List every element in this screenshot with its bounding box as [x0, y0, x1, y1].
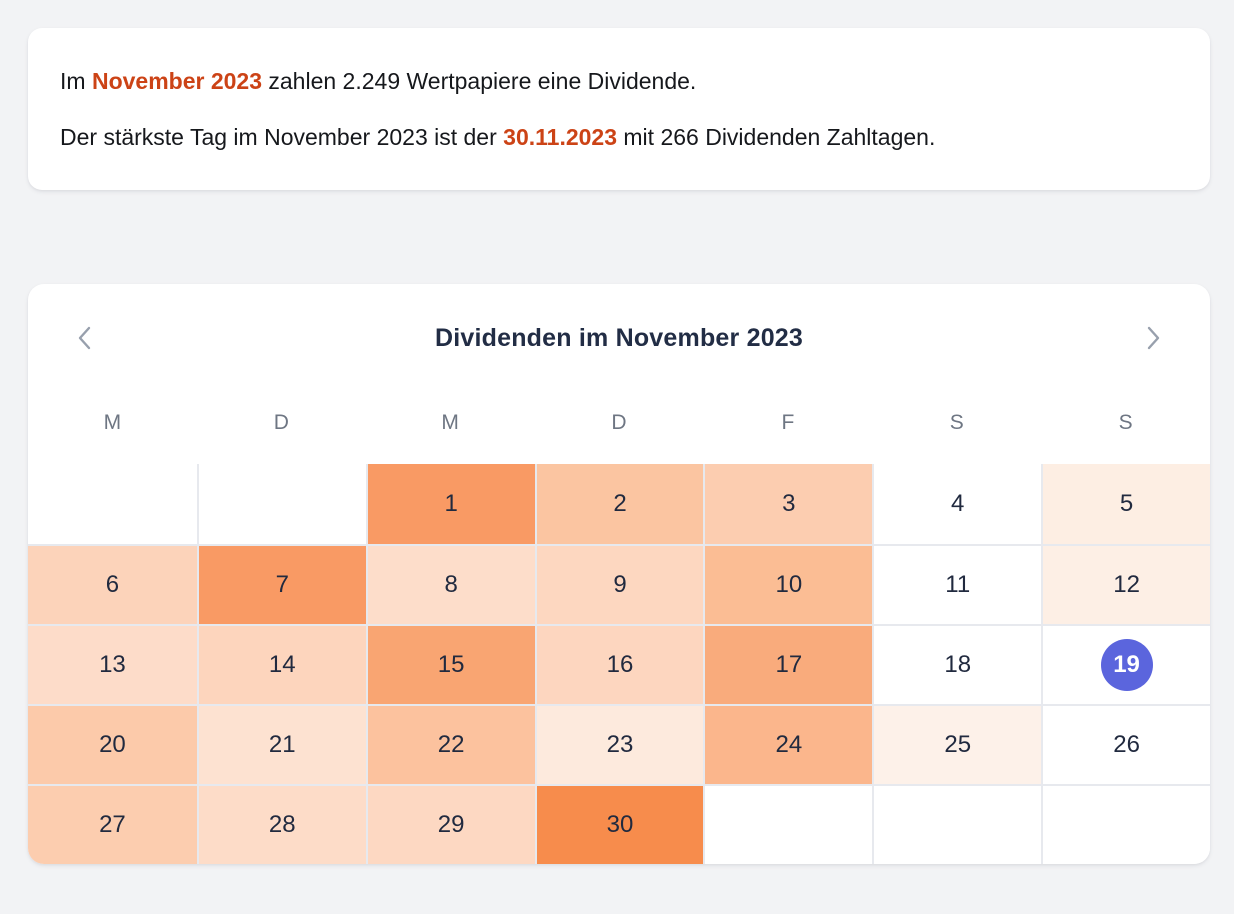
day-cell-2[interactable]: 2	[534, 464, 704, 544]
day-cell-18[interactable]: 18	[872, 624, 1042, 704]
summary-line-2-prefix: Der stärkste Tag im November 2023 ist de…	[60, 124, 504, 150]
day-cell-27[interactable]: 27	[28, 784, 197, 864]
today-badge: 19	[1100, 639, 1153, 691]
day-cell-10[interactable]: 10	[703, 544, 873, 624]
day-cell-7[interactable]: 7	[196, 544, 366, 624]
day-cell-8[interactable]: 8	[365, 544, 535, 624]
summary-line-2: Der stärkste Tag im November 2023 ist de…	[60, 120, 1178, 154]
weekday-label: M	[103, 411, 122, 434]
empty-day-cell	[872, 784, 1042, 864]
day-cell-17[interactable]: 17	[703, 624, 873, 704]
empty-day-cell	[28, 464, 197, 544]
day-cell-28[interactable]: 28	[196, 784, 366, 864]
calendar-title: Dividenden im November 2023	[434, 323, 804, 352]
chevron-left-icon	[72, 323, 98, 353]
day-cell-11[interactable]: 11	[872, 544, 1042, 624]
weekday-label: D	[611, 411, 627, 434]
day-cell-20[interactable]: 20	[28, 704, 197, 784]
weekday-label: F	[781, 411, 795, 434]
chevron-right-icon	[1140, 323, 1166, 353]
day-cell-22[interactable]: 22	[365, 704, 535, 784]
day-cell-5[interactable]: 5	[1041, 464, 1210, 544]
day-cell-30[interactable]: 30	[534, 784, 704, 864]
day-cell-12[interactable]: 12	[1041, 544, 1210, 624]
day-cell-4[interactable]: 4	[872, 464, 1042, 544]
day-cell-15[interactable]: 15	[365, 624, 535, 704]
summary-line-1-suffix: zahlen 2.249 Wertpapiere eine Dividende.	[262, 68, 697, 94]
day-cell-14[interactable]: 14	[196, 624, 366, 704]
summary-line-2-highlight-date: 30.11.2023	[503, 124, 617, 150]
empty-day-cell	[703, 784, 873, 864]
summary-card: Im November 2023 zahlen 2.249 Wertpapier…	[28, 28, 1210, 190]
empty-day-cell	[1041, 784, 1210, 864]
day-cell-26[interactable]: 26	[1041, 704, 1210, 784]
summary-line-1-highlight-month: November 2023	[91, 68, 262, 94]
day-cell-13[interactable]: 13	[28, 624, 197, 704]
next-month-button[interactable]	[1136, 322, 1170, 354]
empty-day-cell	[196, 464, 366, 544]
day-cell-23[interactable]: 23	[534, 704, 704, 784]
day-cell-29[interactable]: 29	[365, 784, 535, 864]
day-cell-16[interactable]: 16	[534, 624, 704, 704]
summary-line-1-prefix: Im	[60, 68, 92, 94]
weekday-label: S	[949, 411, 964, 434]
weekday-label: D	[273, 411, 289, 434]
summary-line-1: Im November 2023 zahlen 2.249 Wertpapier…	[60, 64, 1178, 98]
day-cell-24[interactable]: 24	[703, 704, 873, 784]
day-cell-9[interactable]: 9	[534, 544, 704, 624]
prev-month-button[interactable]	[68, 322, 102, 354]
calendar-grid: 1 2 3 4 5 6 7 8 9 10 11 12 13 14 15 16 17 18 19 20 21 22 23 24 2…	[28, 464, 1210, 864]
day-cell-21[interactable]: 21	[196, 704, 366, 784]
day-cell-25[interactable]: 25	[872, 704, 1042, 784]
weekday-label: M	[441, 411, 459, 434]
summary-line-2-suffix: mit 266 Dividenden Zahltagen.	[617, 124, 936, 150]
day-cell-19[interactable]: 19	[1041, 624, 1210, 704]
day-cell-1[interactable]: 1	[365, 464, 535, 544]
calendar-header: Dividenden im November 2023	[28, 284, 1210, 354]
day-cell-3[interactable]: 3	[703, 464, 873, 544]
day-cell-6[interactable]: 6	[28, 544, 197, 624]
weekday-label: S	[1118, 411, 1133, 434]
